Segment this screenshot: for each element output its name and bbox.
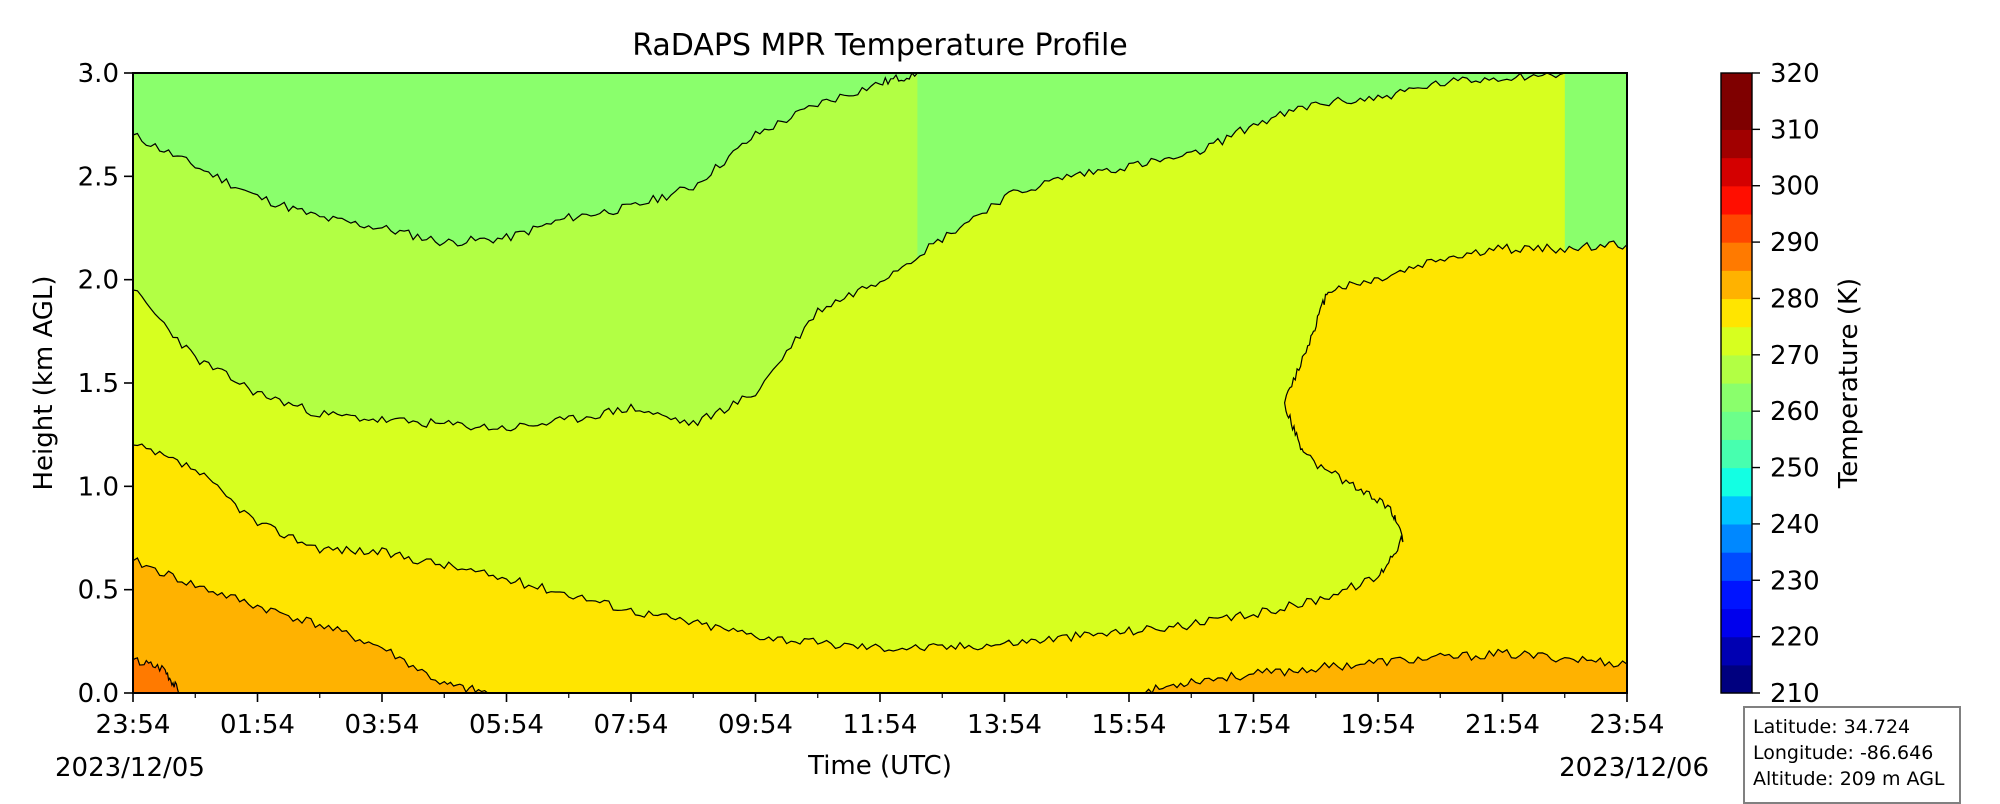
x-axis-label: Time (UTC) xyxy=(807,751,952,781)
chart-title: RaDAPS MPR Temperature Profile xyxy=(632,28,1128,63)
colorbar-label: Temperature (K) xyxy=(1834,278,1864,489)
contour-lines xyxy=(132,71,1628,695)
y-axis-label: Height (km AGL) xyxy=(29,275,59,490)
colorbar-swatch-215 xyxy=(1721,636,1752,666)
colorbar-swatch-315 xyxy=(1721,73,1752,102)
y-axis: 0.0 0.5 1.0 1.5 2.0 2.5 3.0 xyxy=(78,59,133,709)
colorbar-tick-label: 300 xyxy=(1770,172,1820,202)
colorbar-swatch-255 xyxy=(1721,411,1752,440)
band-280-3 xyxy=(133,558,488,693)
colorbar-tick-label: 230 xyxy=(1770,566,1820,596)
x-end-date: 2023/12/06 xyxy=(1559,753,1709,783)
y-tick-label: 0.0 xyxy=(78,679,119,709)
colorbar-tick-label: 220 xyxy=(1770,623,1820,653)
x-tick-label: 17:54 xyxy=(1216,710,1291,740)
colorbar-swatch-225 xyxy=(1721,580,1752,610)
x-tick-label: 07:54 xyxy=(594,710,669,740)
x-tick-label: 13:54 xyxy=(967,710,1042,740)
band-270-1 xyxy=(133,73,1565,693)
contour-fills xyxy=(133,73,1627,693)
band-285-5 xyxy=(133,657,180,693)
y-tick-label: 2.5 xyxy=(78,162,119,192)
location-info-box: Latitude: 34.724 Longitude: -86.646 Alti… xyxy=(1743,706,1961,804)
x-tick-label: 05:54 xyxy=(469,710,544,740)
colorbar-swatch-265 xyxy=(1721,354,1752,384)
y-tick-label: 3.0 xyxy=(78,59,119,89)
x-start-date: 2023/12/05 xyxy=(55,753,205,783)
contour-line-285-5 xyxy=(132,657,180,694)
contour-line-265-0 xyxy=(132,71,918,247)
colorbar-swatch-280 xyxy=(1721,270,1752,300)
x-tick-label: 23:54 xyxy=(96,710,171,740)
colorbar-swatch-235 xyxy=(1721,523,1752,553)
colorbar-frame xyxy=(1720,72,1753,694)
colorbar-tick-label: 270 xyxy=(1770,341,1820,371)
colorbar-tick-label: 260 xyxy=(1770,397,1820,427)
colorbar-swatch-210 xyxy=(1721,664,1752,694)
colorbar-swatch-240 xyxy=(1721,495,1752,525)
colorbar-tick-label: 240 xyxy=(1770,510,1820,540)
x-tick-label: 15:54 xyxy=(1092,710,1167,740)
longitude-text: Longitude: -86.646 xyxy=(1753,742,1934,764)
colorbar-tick-label: 320 xyxy=(1770,59,1820,89)
x-tick-label: 19:54 xyxy=(1341,710,1416,740)
x-tick-label: 21:54 xyxy=(1465,710,1540,740)
colorbar-swatch-245 xyxy=(1721,467,1752,497)
colorbar-swatch-285 xyxy=(1721,242,1752,271)
colorbar-swatch-305 xyxy=(1721,129,1752,159)
contour-line-280-4 xyxy=(1141,648,1628,695)
colorbar-swatch-270 xyxy=(1721,326,1752,356)
contour-line-270-1 xyxy=(132,72,1565,432)
x-tick-label: 09:54 xyxy=(718,710,793,740)
colorbar-tick-label: 250 xyxy=(1770,454,1820,484)
colorbar-tick-label: 280 xyxy=(1770,284,1820,314)
band-275-2 xyxy=(133,241,1627,693)
colorbar-tick-label: 210 xyxy=(1770,679,1820,709)
colorbar-swatch-260 xyxy=(1721,383,1752,412)
y-tick-label: 0.5 xyxy=(78,576,119,606)
colorbar-swatch-290 xyxy=(1721,213,1752,243)
x-tick-label: 01:54 xyxy=(220,710,295,740)
colorbar-swatch-295 xyxy=(1721,185,1752,215)
latitude-text: Latitude: 34.724 xyxy=(1753,716,1911,738)
altitude-text: Altitude: 209 m AGL xyxy=(1753,768,1945,790)
colorbar-tick-label: 290 xyxy=(1770,228,1820,258)
colorbar-swatch-230 xyxy=(1721,552,1752,581)
contour-line-275-2 xyxy=(132,240,1628,653)
colorbar-swatch-310 xyxy=(1721,101,1752,130)
colorbar-swatch-300 xyxy=(1721,157,1752,187)
colorbar-swatch-220 xyxy=(1721,608,1752,638)
y-tick-label: 1.0 xyxy=(78,472,119,502)
x-axis: 23:54 01:54 03:54 05:54 07:54 09:54 11:54 13:54… xyxy=(96,693,1665,740)
colorbar-swatch-250 xyxy=(1721,439,1752,469)
x-tick-label: 11:54 xyxy=(843,710,918,740)
colorbar-tick-label: 310 xyxy=(1770,115,1820,145)
colorbar-swatch-275 xyxy=(1721,298,1752,328)
x-tick-label: 23:54 xyxy=(1590,710,1665,740)
contour-line-280-3 xyxy=(132,557,489,694)
y-tick-label: 2.0 xyxy=(78,266,119,296)
x-tick-label: 03:54 xyxy=(345,710,420,740)
band-280-4 xyxy=(1141,649,1627,693)
colorbar: 210 220 230 240 250 260 270 280 290 300 310 320 xyxy=(1720,59,1820,709)
y-tick-label: 1.5 xyxy=(78,369,119,399)
